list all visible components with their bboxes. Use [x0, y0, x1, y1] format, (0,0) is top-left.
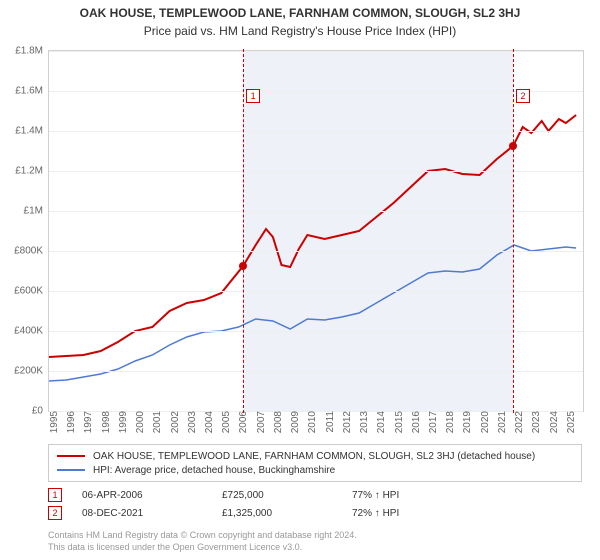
gridline [49, 331, 583, 332]
chart-plot-area: £0£200K£400K£600K£800K£1M£1.2M£1.4M£1.6M… [48, 50, 584, 412]
legend-text: OAK HOUSE, TEMPLEWOOD LANE, FARNHAM COMM… [93, 451, 535, 462]
transaction-row: 2 08-DEC-2021£1,325,00072% ↑ HPI [48, 504, 582, 522]
x-axis-tick-label: 2022 [510, 411, 525, 433]
series-hpi [49, 245, 576, 381]
x-axis-tick-label: 2007 [252, 411, 267, 433]
chart-subtitle: Price paid vs. HM Land Registry's House … [0, 20, 600, 42]
gridline [49, 131, 583, 132]
x-axis-tick-label: 2000 [131, 411, 146, 433]
legend: OAK HOUSE, TEMPLEWOOD LANE, FARNHAM COMM… [48, 444, 582, 482]
gridline [49, 91, 583, 92]
x-axis-tick-label: 1997 [79, 411, 94, 433]
x-axis-tick-label: 2025 [562, 411, 577, 433]
x-axis-tick-label: 1996 [62, 411, 77, 433]
transaction-date: 06-APR-2006 [82, 490, 222, 501]
x-axis-tick-label: 2023 [527, 411, 542, 433]
marker-vline [243, 49, 244, 413]
y-axis-tick-label: £800K [14, 246, 49, 257]
gridline [49, 51, 583, 52]
legend-text: HPI: Average price, detached house, Buck… [93, 465, 335, 476]
x-axis-tick-label: 2008 [269, 411, 284, 433]
x-axis-tick-label: 2016 [407, 411, 422, 433]
transaction-pct: 72% ↑ HPI [352, 508, 399, 519]
x-axis-tick-label: 2009 [286, 411, 301, 433]
transaction-marker: 2 [48, 506, 62, 520]
y-axis-tick-label: £1M [24, 206, 49, 217]
x-axis-tick-label: 2004 [200, 411, 215, 433]
x-axis-tick-label: 1995 [45, 411, 60, 433]
x-axis-tick-label: 2021 [493, 411, 508, 433]
series-price-paid [49, 115, 576, 357]
marker-dot [239, 262, 247, 270]
y-axis-tick-label: £600K [14, 286, 49, 297]
gridline [49, 291, 583, 292]
x-axis-tick-label: 2014 [372, 411, 387, 433]
y-axis-tick-label: £200K [14, 366, 49, 377]
legend-swatch [57, 455, 85, 457]
y-axis-tick-label: £1.2M [15, 166, 49, 177]
attribution-footer: Contains HM Land Registry data © Crown c… [48, 530, 582, 553]
transaction-price: £725,000 [222, 490, 352, 501]
footer-line-1: Contains HM Land Registry data © Crown c… [48, 530, 582, 542]
x-axis-tick-label: 2005 [217, 411, 232, 433]
x-axis-tick-label: 2020 [476, 411, 491, 433]
gridline [49, 371, 583, 372]
transactions-table: 1 06-APR-2006£725,00077% ↑ HPI 2 08-DEC-202… [48, 486, 582, 522]
x-axis-tick-label: 2006 [234, 411, 249, 433]
legend-row: HPI: Average price, detached house, Buck… [57, 463, 573, 477]
x-axis-tick-label: 2024 [545, 411, 560, 433]
transaction-marker: 1 [48, 488, 62, 502]
x-axis-tick-label: 1999 [114, 411, 129, 433]
gridline [49, 171, 583, 172]
y-axis-tick-label: £400K [14, 326, 49, 337]
chart-title: OAK HOUSE, TEMPLEWOOD LANE, FARNHAM COMM… [0, 0, 600, 20]
x-axis-tick-label: 2018 [441, 411, 456, 433]
marker-vline [513, 49, 514, 413]
x-axis-tick-label: 2015 [390, 411, 405, 433]
transaction-row: 1 06-APR-2006£725,00077% ↑ HPI [48, 486, 582, 504]
x-axis-tick-label: 2011 [321, 411, 336, 433]
gridline [49, 211, 583, 212]
transaction-pct: 77% ↑ HPI [352, 490, 399, 501]
x-axis-tick-label: 2003 [183, 411, 198, 433]
x-axis-tick-label: 2001 [148, 411, 163, 433]
gridline [49, 251, 583, 252]
transaction-date: 08-DEC-2021 [82, 508, 222, 519]
chart-container: OAK HOUSE, TEMPLEWOOD LANE, FARNHAM COMM… [0, 0, 600, 560]
y-axis-tick-label: £1.6M [15, 86, 49, 97]
x-axis-tick-label: 2010 [303, 411, 318, 433]
x-axis-tick-label: 1998 [97, 411, 112, 433]
y-axis-tick-label: £1.8M [15, 46, 49, 57]
x-axis-tick-label: 2019 [458, 411, 473, 433]
x-axis-tick-label: 2012 [338, 411, 353, 433]
chart-svg [49, 51, 583, 411]
footer-line-2: This data is licensed under the Open Gov… [48, 542, 582, 554]
marker-dot [509, 142, 517, 150]
x-axis-tick-label: 2002 [166, 411, 181, 433]
x-axis-tick-label: 2013 [355, 411, 370, 433]
legend-swatch [57, 469, 85, 471]
y-axis-tick-label: £1.4M [15, 126, 49, 137]
transaction-price: £1,325,000 [222, 508, 352, 519]
legend-row: OAK HOUSE, TEMPLEWOOD LANE, FARNHAM COMM… [57, 449, 573, 463]
x-axis-tick-label: 2017 [424, 411, 439, 433]
marker-label: 1 [246, 89, 260, 103]
marker-label: 2 [516, 89, 530, 103]
